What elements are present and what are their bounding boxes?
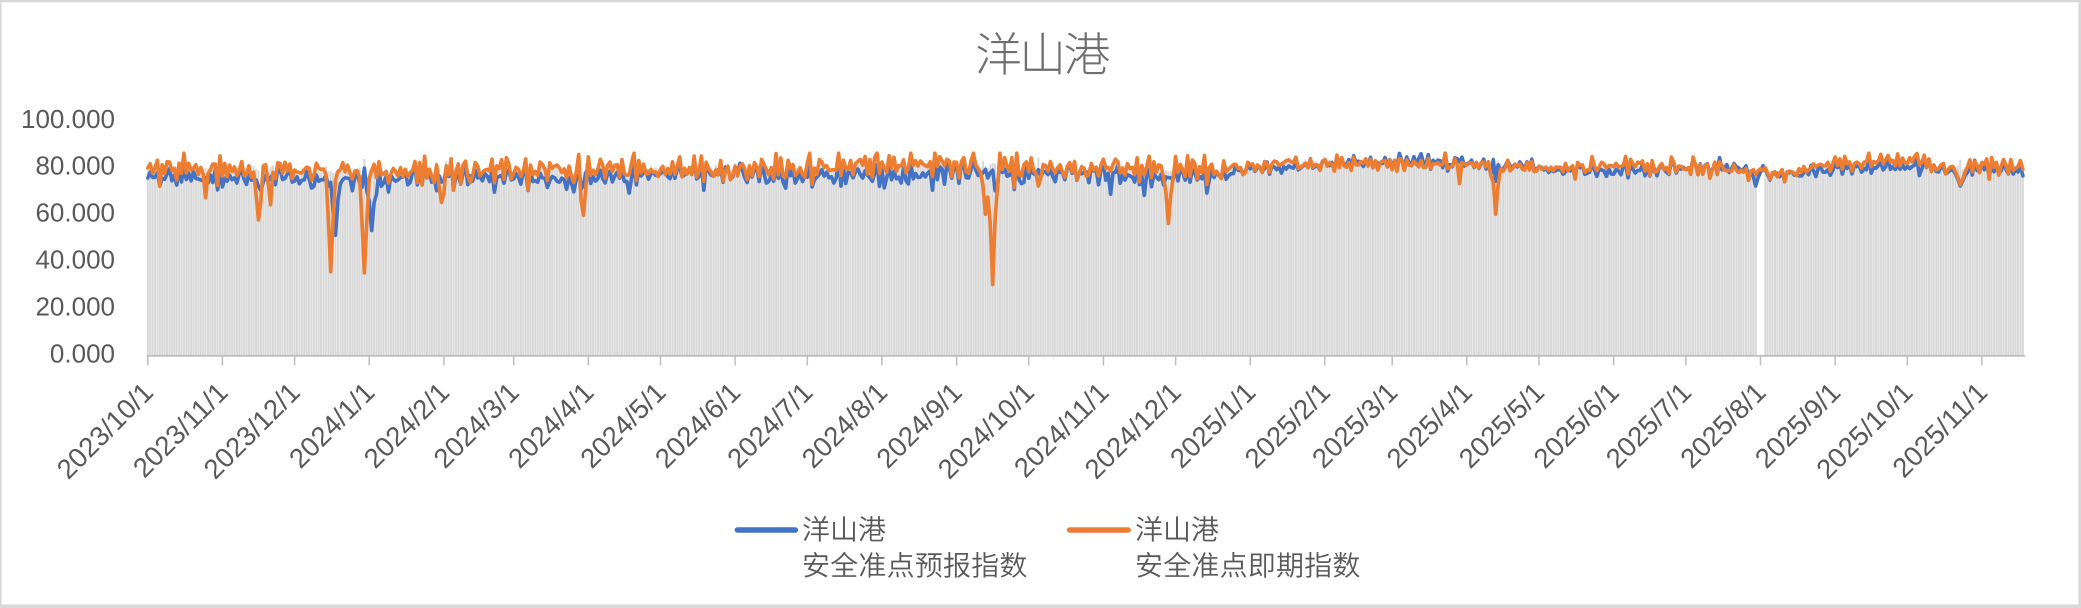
svg-text:100.000: 100.000 — [21, 104, 115, 134]
svg-text:20.000: 20.000 — [35, 292, 115, 322]
svg-text:0.000: 0.000 — [50, 339, 115, 369]
svg-text:80.000: 80.000 — [35, 151, 115, 181]
svg-text:40.000: 40.000 — [35, 245, 115, 275]
svg-text:60.000: 60.000 — [35, 198, 115, 228]
